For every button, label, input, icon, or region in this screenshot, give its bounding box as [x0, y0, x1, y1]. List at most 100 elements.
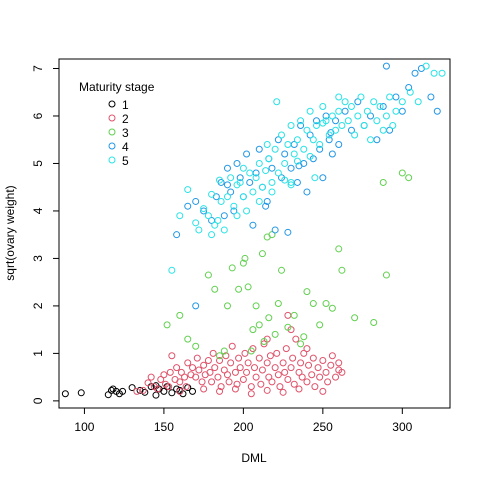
- point-stage-3: [398, 169, 406, 177]
- point-stage-5: [319, 119, 327, 127]
- point-stage-4: [303, 188, 311, 196]
- point-stage-2: [198, 378, 206, 386]
- point-stage-4: [274, 136, 282, 144]
- point-stage-2: [324, 378, 332, 386]
- point-stage-1: [128, 384, 136, 392]
- point-stage-5: [233, 212, 241, 220]
- point-stage-2: [225, 378, 233, 386]
- y-axis: 0 1 2 3 4 5 6 7: [31, 65, 59, 404]
- point-stage-2: [284, 311, 292, 319]
- x-axis-label: DML: [241, 451, 267, 465]
- point-stage-5: [195, 226, 203, 234]
- point-stage-3: [176, 311, 184, 319]
- point-stage-5: [306, 107, 314, 115]
- point-stage-2: [319, 357, 327, 365]
- point-stage-4: [341, 107, 349, 115]
- point-stage-5: [370, 98, 378, 106]
- point-stage-2: [139, 386, 147, 394]
- point-stage-4: [192, 197, 200, 205]
- point-stage-3: [241, 254, 249, 262]
- point-stage-5: [255, 197, 263, 205]
- point-stage-2: [209, 349, 217, 357]
- point-stage-2: [247, 390, 255, 398]
- point-stage-2: [160, 371, 168, 379]
- legend-label-4: 4: [122, 140, 129, 154]
- point-stage-5: [303, 126, 311, 134]
- point-stage-2: [258, 366, 266, 374]
- point-stage-2: [200, 361, 208, 369]
- point-stage-5: [230, 202, 238, 210]
- point-stage-2: [260, 340, 268, 348]
- point-stage-4: [220, 212, 228, 220]
- point-stage-2: [314, 364, 322, 372]
- point-stage-4: [255, 145, 263, 153]
- point-stage-1: [141, 388, 149, 396]
- point-stage-5: [293, 157, 301, 165]
- point-stage-2: [273, 349, 281, 357]
- x-tick-label: 200: [233, 420, 253, 434]
- point-stage-5: [300, 145, 308, 153]
- point-stage-3: [268, 231, 276, 239]
- point-stage-2: [300, 349, 308, 357]
- point-stage-2: [204, 357, 212, 365]
- point-stage-2: [211, 364, 219, 372]
- point-stage-4: [367, 112, 375, 120]
- point-stage-5: [363, 107, 371, 115]
- point-stage-2: [263, 386, 271, 394]
- point-stage-2: [279, 388, 287, 396]
- point-stage-5: [351, 131, 359, 139]
- point-stage-1: [152, 391, 160, 399]
- point-stage-2: [276, 383, 284, 391]
- point-stage-2: [231, 368, 239, 376]
- point-stage-3: [328, 304, 336, 312]
- point-stage-4: [335, 140, 343, 148]
- point-stage-2: [303, 378, 311, 386]
- point-stage-4: [382, 62, 390, 70]
- point-stage-2: [252, 373, 260, 381]
- point-stage-2: [274, 371, 282, 379]
- point-stage-2: [281, 368, 289, 376]
- point-stage-2: [236, 364, 244, 372]
- legend-marker-3: [108, 128, 116, 136]
- point-stage-5: [341, 98, 349, 106]
- point-stage-5: [217, 197, 225, 205]
- point-stage-5: [357, 93, 365, 101]
- point-stage-3: [297, 340, 305, 348]
- point-stage-5: [268, 188, 276, 196]
- point-stage-1: [107, 386, 115, 394]
- point-stage-4: [262, 202, 270, 210]
- point-stage-2: [157, 376, 165, 384]
- point-stage-2: [244, 359, 252, 367]
- y-tick-label: 1: [31, 350, 45, 357]
- point-stage-3: [228, 264, 236, 272]
- point-stage-2: [311, 383, 319, 391]
- point-stage-3: [235, 285, 243, 293]
- point-stage-5: [284, 140, 292, 148]
- point-stage-5: [347, 102, 355, 110]
- point-stage-1: [168, 389, 176, 397]
- point-stage-2: [298, 373, 306, 381]
- point-stage-5: [273, 98, 281, 106]
- point-stage-2: [282, 345, 290, 353]
- point-stage-2: [193, 354, 201, 362]
- point-stage-5: [233, 181, 241, 189]
- point-stage-4: [411, 69, 419, 77]
- x-tick-label: 150: [154, 420, 174, 434]
- point-stage-5: [414, 98, 422, 106]
- legend-marker-5: [108, 156, 116, 164]
- point-stage-2: [303, 345, 311, 353]
- point-stage-3: [316, 321, 324, 329]
- point-stage-2: [195, 366, 203, 374]
- point-stage-4: [284, 228, 292, 236]
- point-stage-1: [119, 387, 127, 395]
- point-stage-2: [279, 359, 287, 367]
- point-stage-5: [263, 140, 271, 148]
- point-stage-2: [182, 383, 190, 391]
- point-stage-3: [220, 347, 228, 355]
- legend-title: Maturity stage: [79, 80, 155, 94]
- point-stage-2: [335, 359, 343, 367]
- point-stage-2: [241, 349, 249, 357]
- point-stage-4: [373, 136, 381, 144]
